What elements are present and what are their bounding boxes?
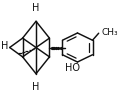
Text: H: H: [32, 3, 39, 13]
Text: H: H: [32, 82, 39, 92]
Text: HO: HO: [65, 63, 80, 73]
Text: CH₃: CH₃: [102, 28, 118, 37]
Text: H: H: [1, 41, 8, 51]
